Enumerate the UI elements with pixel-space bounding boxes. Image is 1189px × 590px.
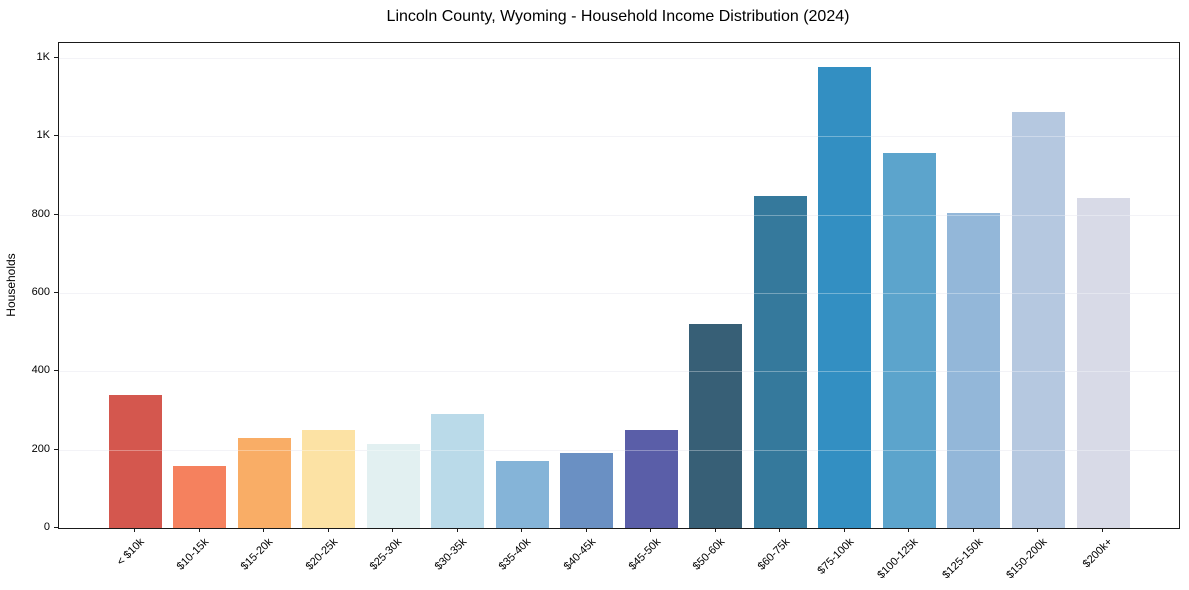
- x-tick-mark: [972, 528, 974, 532]
- x-tick-mark: [327, 528, 329, 532]
- grid-line-overlay: [59, 57, 1179, 59]
- x-tick-mark: [714, 528, 716, 532]
- y-tick-mark: [54, 291, 58, 293]
- x-tick-mark: [392, 528, 394, 532]
- bar-$100-125k: [883, 153, 936, 528]
- x-tick-mark: [908, 528, 910, 532]
- x-tick-label: $10-15k: [174, 536, 212, 573]
- grid-line: [59, 57, 1179, 59]
- x-tick-mark: [843, 528, 845, 532]
- bar-$25-30k: [367, 444, 420, 528]
- grid-line-overlay: [59, 214, 1179, 216]
- y-tick-label: 800: [31, 207, 50, 220]
- y-tick-label: 200: [31, 442, 50, 455]
- bar-$50-60k: [689, 324, 742, 528]
- chart-title: Lincoln County, Wyoming - Household Inco…: [386, 8, 850, 25]
- x-tick-mark: [779, 528, 781, 532]
- x-tick-label: $60-75k: [755, 536, 792, 573]
- bar-$10-15k: [173, 466, 226, 528]
- x-tick-mark: [521, 528, 523, 532]
- grid-line-overlay: [59, 136, 1179, 138]
- y-tick-label: 0: [43, 521, 50, 533]
- bar-$20-25k: [302, 430, 355, 528]
- x-tick-mark: [134, 528, 135, 532]
- y-tick-mark: [54, 527, 58, 528]
- x-tick-label: $45-50k: [626, 536, 663, 573]
- bar-$125-150k: [947, 213, 1000, 528]
- grid-line: [59, 371, 1179, 373]
- bar-$45-50k: [625, 430, 678, 528]
- x-tick-mark: [585, 528, 587, 532]
- x-tick-mark: [650, 528, 652, 532]
- x-tick-label: $200k+: [1080, 536, 1115, 571]
- x-tick-mark: [263, 528, 265, 532]
- x-tick-mark: [456, 528, 458, 532]
- bar-$30-35k: [431, 414, 484, 528]
- bar-$60-75k: [754, 196, 807, 528]
- x-tick-label: < $10k: [114, 536, 147, 569]
- x-tick-label: $15-20k: [238, 536, 276, 573]
- grid-line-overlay: [59, 449, 1179, 451]
- x-tick-label: $25-30k: [368, 536, 405, 573]
- grid-line-overlay: [59, 371, 1179, 373]
- x-tick-label: $30-35k: [432, 536, 470, 573]
- bar-$15-20k: [238, 438, 291, 528]
- y-tick-label: 400: [31, 364, 50, 377]
- y-tick-mark: [54, 135, 58, 137]
- bar-$150-200k: [1012, 112, 1065, 528]
- grid-line: [59, 136, 1179, 138]
- grid-line-overlay: [59, 292, 1179, 294]
- x-tick-label: $20-25k: [303, 536, 341, 573]
- y-tick-label: 1K: [36, 50, 50, 63]
- x-tick-label: $100-125k: [875, 536, 921, 582]
- y-tick-label: 1K: [36, 129, 50, 142]
- plot-area: [58, 42, 1180, 529]
- x-tick-mark: [1102, 528, 1103, 532]
- grid-line: [59, 449, 1179, 451]
- x-tick-label: $150-200k: [1004, 536, 1050, 582]
- bar-< $10k: [109, 395, 162, 528]
- y-tick-mark: [54, 448, 58, 450]
- y-tick-mark: [54, 370, 58, 372]
- x-tick-label: $75-100k: [815, 536, 857, 577]
- grid-line: [59, 214, 1179, 216]
- x-tick-label: $35-40k: [497, 536, 534, 573]
- bar-$75-100k: [818, 67, 871, 528]
- x-tick-mark: [198, 528, 200, 532]
- y-tick-mark: [54, 213, 58, 215]
- x-tick-label: $40-45k: [561, 536, 599, 573]
- x-tick-label: $125-150k: [940, 536, 986, 582]
- bar-$35-40k: [496, 461, 549, 528]
- y-tick-mark: [54, 56, 58, 58]
- grid-line: [59, 292, 1179, 294]
- bar-$200k+: [1077, 198, 1130, 528]
- x-tick-mark: [1037, 528, 1039, 532]
- y-tick-label: 600: [31, 285, 50, 298]
- bar-$40-45k: [560, 453, 613, 528]
- x-tick-label: $50-60k: [690, 536, 728, 573]
